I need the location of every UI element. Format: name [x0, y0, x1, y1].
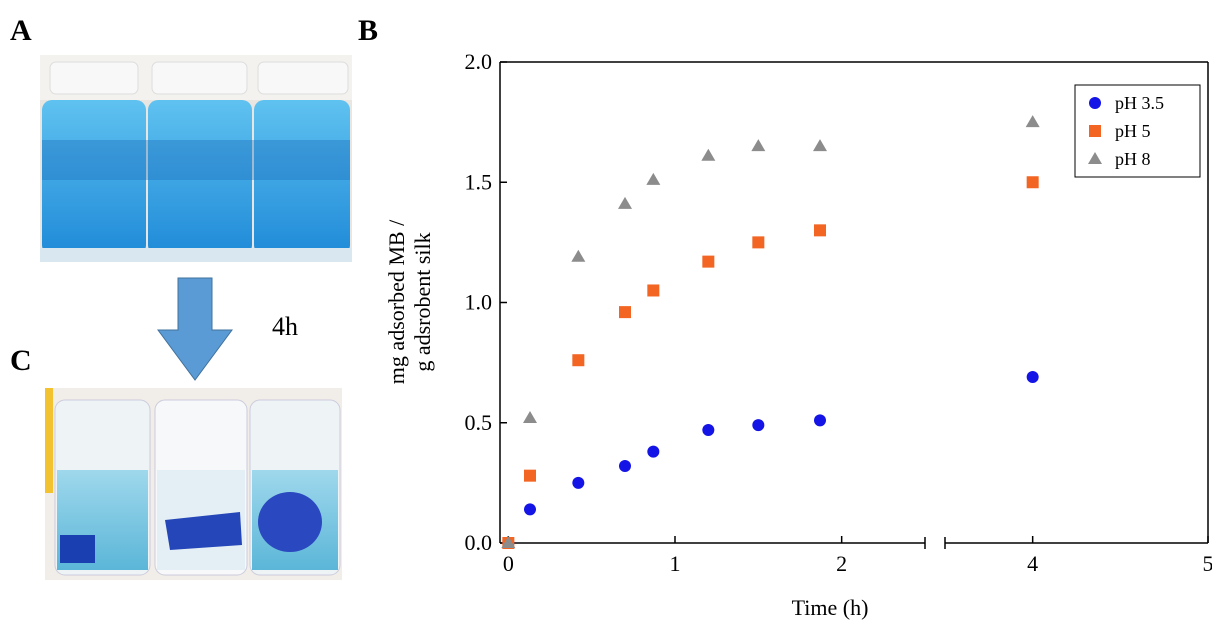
photo-a — [40, 55, 352, 262]
point — [619, 306, 631, 318]
point — [1089, 97, 1101, 109]
point — [572, 354, 584, 366]
time-label: 4h — [272, 312, 298, 341]
y-tick-label: 1.0 — [465, 290, 493, 315]
point — [1027, 371, 1039, 383]
point — [813, 139, 827, 151]
point — [523, 411, 537, 423]
y-tick-label: 0.0 — [465, 530, 493, 555]
legend-label: pH 3.5 — [1115, 93, 1164, 113]
point — [751, 139, 765, 151]
plot-area: Time (h) mg adsorbed MB / g adsrobent si… — [384, 49, 1212, 620]
x-tick-label: 2 — [836, 551, 847, 576]
point — [646, 173, 660, 185]
point — [618, 197, 632, 209]
legend-label: pH 5 — [1115, 121, 1151, 141]
point — [1026, 115, 1040, 127]
point — [524, 470, 536, 482]
panel-label: A — [10, 14, 32, 47]
point — [571, 250, 585, 262]
point — [619, 460, 631, 472]
arrow — [158, 278, 232, 380]
point — [814, 414, 826, 426]
point — [524, 503, 536, 515]
x-axis-label: Time (h) — [792, 595, 869, 620]
point — [572, 477, 584, 489]
point — [752, 419, 764, 431]
point — [701, 149, 715, 161]
point — [1027, 176, 1039, 188]
point — [647, 446, 659, 458]
x-tick-label: 5 — [1203, 551, 1212, 576]
point — [702, 424, 714, 436]
point — [702, 256, 714, 268]
point — [647, 284, 659, 296]
x-tick-label: 4 — [1027, 551, 1038, 576]
x-tick-label: 0 — [503, 551, 514, 576]
x-tick-label: 1 — [670, 551, 681, 576]
y-tick-label: 1.5 — [465, 169, 493, 194]
point — [814, 224, 826, 236]
point — [1089, 125, 1101, 137]
point — [752, 236, 764, 248]
y-tick-label: 2.0 — [465, 49, 493, 74]
panel-label: B — [358, 14, 378, 47]
panel-label: C — [10, 344, 32, 377]
y-axis-label: g adsrobent silk — [410, 232, 435, 371]
photo-c — [45, 388, 342, 580]
y-axis-label: mg adsorbed MB / — [384, 219, 409, 384]
legend-label: pH 8 — [1115, 149, 1151, 169]
y-tick-label: 0.5 — [465, 410, 493, 435]
